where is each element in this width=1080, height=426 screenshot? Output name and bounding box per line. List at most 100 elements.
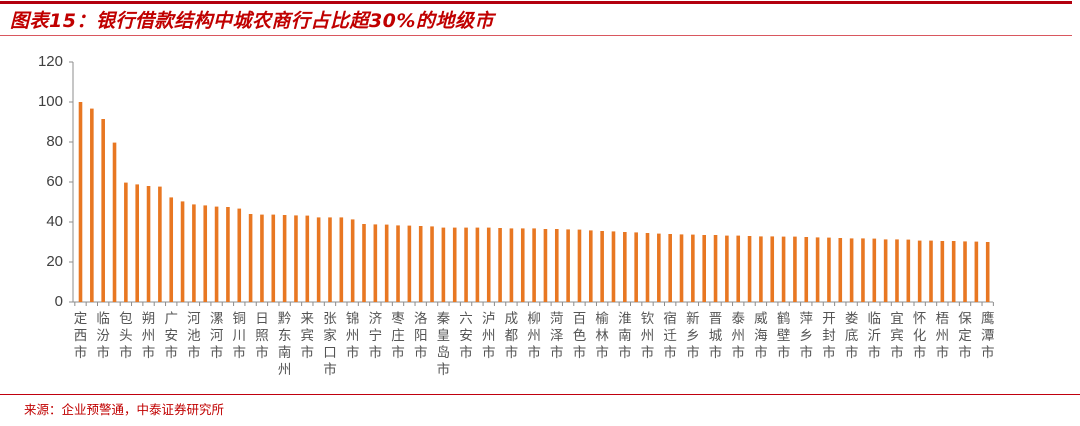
bar bbox=[464, 227, 468, 302]
x-category-label: 定西市 bbox=[73, 311, 88, 361]
bar bbox=[611, 231, 616, 302]
bar bbox=[702, 235, 706, 302]
bar bbox=[577, 229, 582, 302]
bar bbox=[906, 239, 911, 302]
y-tick-label: 0 bbox=[54, 293, 63, 310]
bar bbox=[951, 241, 956, 302]
x-category-label: 临汾市 bbox=[96, 311, 110, 361]
bar bbox=[657, 233, 661, 302]
bottom-rule bbox=[0, 394, 1080, 395]
bar bbox=[917, 240, 922, 302]
x-category-label: 广安市 bbox=[164, 311, 178, 361]
bar bbox=[770, 236, 775, 302]
bar bbox=[486, 227, 491, 302]
bar bbox=[781, 236, 786, 302]
y-tick-label: 20 bbox=[46, 253, 63, 270]
x-category-label: 泸州市 bbox=[481, 311, 496, 361]
bar bbox=[883, 239, 888, 302]
x-category-label: 泰州市 bbox=[731, 311, 745, 361]
bar bbox=[509, 228, 514, 302]
bar bbox=[135, 184, 139, 302]
bar bbox=[566, 229, 570, 302]
x-category-label: 秦皇岛市 bbox=[436, 311, 451, 378]
bar bbox=[713, 235, 718, 302]
bar bbox=[124, 182, 128, 302]
bar bbox=[623, 232, 627, 302]
bar bbox=[430, 226, 434, 302]
bar bbox=[271, 214, 276, 302]
bar bbox=[679, 234, 684, 302]
bar bbox=[418, 226, 423, 302]
bar bbox=[475, 227, 480, 302]
bar bbox=[532, 228, 536, 302]
x-category-label: 六安市 bbox=[459, 311, 473, 361]
bar bbox=[736, 235, 741, 302]
bar bbox=[872, 238, 877, 302]
bar bbox=[78, 102, 83, 302]
bar bbox=[112, 142, 117, 302]
bar bbox=[600, 231, 604, 302]
x-category-label: 百色市 bbox=[572, 311, 587, 361]
bar bbox=[895, 239, 899, 302]
top-rule bbox=[0, 1, 1072, 4]
x-category-label: 朔州市 bbox=[141, 311, 156, 361]
x-category-label: 萍乡市 bbox=[799, 311, 814, 361]
y-tick-label: 60 bbox=[46, 173, 63, 190]
x-category-label: 黔东南州 bbox=[277, 311, 292, 378]
x-category-label: 包头市 bbox=[119, 311, 133, 361]
bar bbox=[838, 238, 843, 302]
x-category-label: 怀化市 bbox=[912, 311, 927, 361]
x-category-label: 临沂市 bbox=[867, 311, 882, 361]
bar bbox=[804, 237, 809, 302]
bar bbox=[248, 214, 253, 302]
x-category-label: 梧州市 bbox=[935, 311, 950, 361]
y-tick-label: 80 bbox=[46, 133, 63, 150]
y-tick-label: 40 bbox=[46, 213, 63, 230]
bar bbox=[747, 236, 752, 302]
bar bbox=[169, 197, 174, 302]
bar bbox=[963, 241, 967, 302]
bar bbox=[407, 225, 412, 302]
bar bbox=[668, 234, 672, 302]
x-category-label: 洛阳市 bbox=[413, 311, 428, 361]
x-category-label: 张家口市 bbox=[323, 311, 337, 378]
bar bbox=[101, 119, 105, 302]
title-divider bbox=[0, 35, 1072, 36]
x-category-label: 钦州市 bbox=[640, 311, 655, 361]
bar-chart: 0 20 40 60 80 100 120 定西市 临汾市 包头市 朔州市 广安市 河池市 漯河市 铜川市日… bbox=[0, 40, 1080, 390]
bar bbox=[974, 241, 979, 302]
bar bbox=[793, 236, 797, 302]
bar bbox=[158, 186, 162, 302]
x-category-label: 鹤壁市 bbox=[776, 311, 791, 361]
x-category-label: 成都市 bbox=[504, 311, 519, 361]
x-category-label: 枣庄市 bbox=[391, 311, 405, 361]
bar bbox=[691, 234, 695, 302]
bar bbox=[849, 238, 854, 302]
bar bbox=[452, 227, 457, 302]
bar bbox=[214, 206, 219, 302]
bar bbox=[328, 217, 332, 302]
bar bbox=[316, 217, 321, 302]
bar bbox=[362, 224, 366, 302]
bar bbox=[90, 108, 94, 302]
x-category-label: 菏泽市 bbox=[550, 311, 564, 361]
x-category-label: 河池市 bbox=[187, 311, 201, 361]
bar bbox=[441, 227, 446, 302]
bar bbox=[543, 229, 548, 302]
bar bbox=[985, 242, 990, 302]
bar bbox=[305, 215, 310, 302]
x-category-label: 宿迁市 bbox=[663, 311, 677, 361]
bar bbox=[498, 228, 502, 302]
x-category-label: 锦州市 bbox=[345, 311, 360, 361]
x-category-label: 来宾市 bbox=[300, 311, 315, 361]
y-tick-label: 120 bbox=[37, 53, 63, 70]
bar bbox=[146, 186, 151, 302]
x-category-label: 铜川市 bbox=[232, 311, 247, 361]
x-category-label: 济宁市 bbox=[368, 311, 383, 361]
bar bbox=[827, 237, 831, 302]
bar bbox=[634, 232, 638, 302]
bar bbox=[861, 238, 865, 302]
x-category-label: 保定市 bbox=[958, 311, 972, 361]
bar bbox=[589, 230, 593, 302]
bar bbox=[645, 233, 650, 302]
